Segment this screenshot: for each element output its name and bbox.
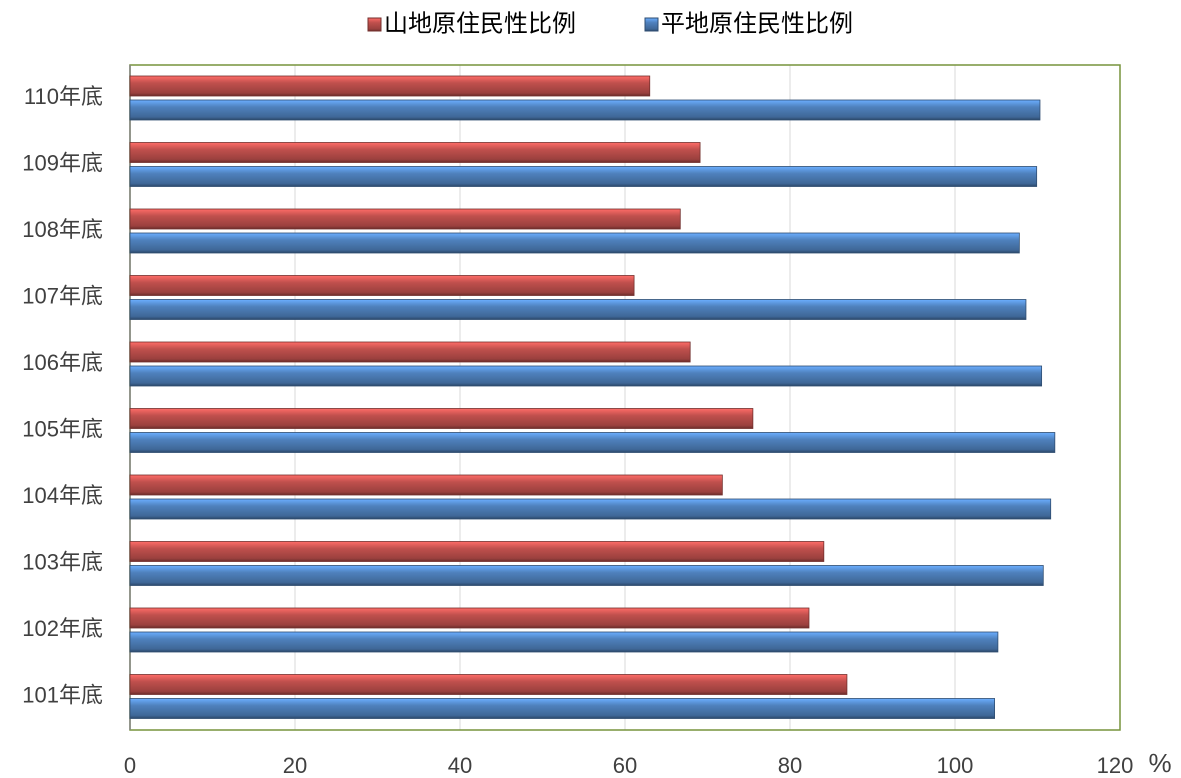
legend-swatch (644, 17, 659, 32)
x-tick-label: 80 (778, 753, 802, 778)
bar (129, 674, 848, 695)
y-tick-label: 109年底 (22, 151, 103, 176)
bar (129, 232, 1020, 254)
x-tick-label: 40 (448, 753, 472, 778)
bar (129, 631, 999, 653)
bar (129, 99, 1041, 121)
y-tick-label: 110年底 (24, 84, 103, 109)
bar (129, 474, 723, 496)
bar (129, 299, 1027, 320)
x-tick-label: 120 (1097, 753, 1134, 778)
y-tick-label: 103年底 (22, 550, 103, 575)
bar (129, 541, 825, 562)
bar (129, 565, 1044, 586)
bar (129, 365, 1043, 387)
legend-label: 平地原住民性比例 (661, 10, 853, 37)
y-tick-label: 108年底 (22, 217, 103, 242)
bar (129, 75, 651, 97)
y-tick-label: 105年底 (22, 417, 103, 442)
bar (129, 498, 1052, 520)
x-tick-label: 60 (613, 753, 637, 778)
bar (129, 166, 1038, 187)
y-tick-label: 106年底 (22, 350, 103, 375)
bar (129, 607, 810, 629)
bar (129, 208, 681, 230)
bar (129, 698, 995, 719)
x-tick-label: 20 (283, 753, 307, 778)
bar (129, 142, 701, 163)
y-tick-label: 102年底 (22, 616, 103, 641)
x-unit: % (1148, 748, 1171, 778)
bar (129, 432, 1056, 453)
bar (129, 341, 691, 363)
y-tick-label: 101年底 (22, 683, 103, 708)
bar (129, 275, 635, 296)
legend-label: 山地原住民性比例 (384, 10, 576, 37)
x-tick-label: 0 (124, 753, 136, 778)
y-tick-label: 107年底 (22, 284, 103, 309)
legend-swatch (367, 17, 382, 32)
bar (129, 408, 754, 429)
y-tick-label: 104年底 (22, 483, 103, 508)
x-tick-label: 100 (937, 753, 974, 778)
